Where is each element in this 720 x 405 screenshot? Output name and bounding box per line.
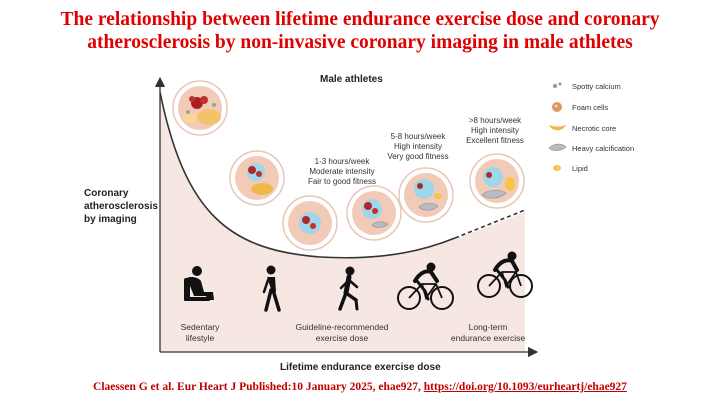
citation-footer: Claessen G et al. Eur Heart J Published:… — [0, 381, 720, 393]
legend: Spotty calcium Foam cells Necrotic core … — [549, 82, 634, 173]
y-axis-label-3: by imaging — [84, 214, 137, 225]
svg-text:endurance exercise: endurance exercise — [451, 333, 525, 343]
diagram-heading: Male athletes — [320, 74, 383, 85]
legend-item-necrotic-core: Necrotic core — [549, 124, 616, 133]
svg-text:Foam cells: Foam cells — [572, 103, 609, 112]
artery-cross-section-early — [230, 151, 284, 205]
artery-cross-section-high — [347, 186, 401, 240]
dose-label-high: 5-8 hours/week High intensity Very good … — [387, 132, 448, 161]
artery-cross-section-guideline — [283, 196, 337, 250]
citation-text: Claessen G et al. Eur Heart J Published:… — [93, 381, 421, 393]
svg-text:1-3 hours/week: 1-3 hours/week — [315, 157, 371, 166]
dose-label-moderate: 1-3 hours/week Moderate intensity Fair t… — [308, 157, 376, 186]
legend-item-foam-cells: Foam cells — [552, 102, 609, 112]
y-axis-label-2: atherosclerosis — [84, 201, 158, 212]
svg-text:5-8 hours/week: 5-8 hours/week — [391, 132, 447, 141]
svg-text:lifestyle: lifestyle — [186, 333, 215, 343]
svg-text:Very good fitness: Very good fitness — [387, 152, 448, 161]
svg-text:High intensity: High intensity — [394, 142, 442, 151]
x-axis-label: Lifetime endurance exercise dose — [280, 362, 441, 373]
doi-link[interactable]: https://doi.org/10.1093/eurheartj/ehae92… — [424, 381, 627, 393]
svg-text:Sedentary: Sedentary — [181, 322, 220, 332]
legend-item-spotty-calcium: Spotty calcium — [553, 82, 621, 91]
necrotic-core-icon — [549, 125, 566, 130]
svg-text:Moderate intensity: Moderate intensity — [309, 167, 374, 176]
svg-text:Necrotic core: Necrotic core — [572, 124, 616, 133]
spotty-calcium-icon — [553, 84, 557, 88]
svg-text:Excellent fitness: Excellent fitness — [466, 136, 524, 145]
y-axis-label-1: Coronary — [84, 188, 129, 199]
dose-label-very-high: >8 hours/week High intensity Excellent f… — [466, 116, 524, 145]
svg-text:Guideline-recommended: Guideline-recommended — [295, 322, 388, 332]
lipid-icon — [553, 165, 561, 171]
artery-cross-section-sedentary — [173, 81, 227, 135]
artery-cross-section-very-high — [470, 154, 524, 208]
svg-text:Long-term: Long-term — [469, 322, 508, 332]
legend-item-lipid: Lipid — [553, 164, 588, 173]
svg-text:Heavy calcification: Heavy calcification — [572, 144, 634, 153]
svg-text:>8 hours/week: >8 hours/week — [469, 116, 522, 125]
svg-text:Lipid: Lipid — [572, 164, 588, 173]
svg-text:Fair to good fitness: Fair to good fitness — [308, 177, 376, 186]
artery-cross-section-high-2 — [399, 168, 453, 222]
svg-text:Spotty calcium: Spotty calcium — [572, 82, 621, 91]
legend-item-heavy-calcification: Heavy calcification — [549, 144, 634, 153]
heavy-calcification-icon — [549, 144, 566, 150]
svg-text:High intensity: High intensity — [471, 126, 519, 135]
svg-text:exercise dose: exercise dose — [316, 333, 369, 343]
